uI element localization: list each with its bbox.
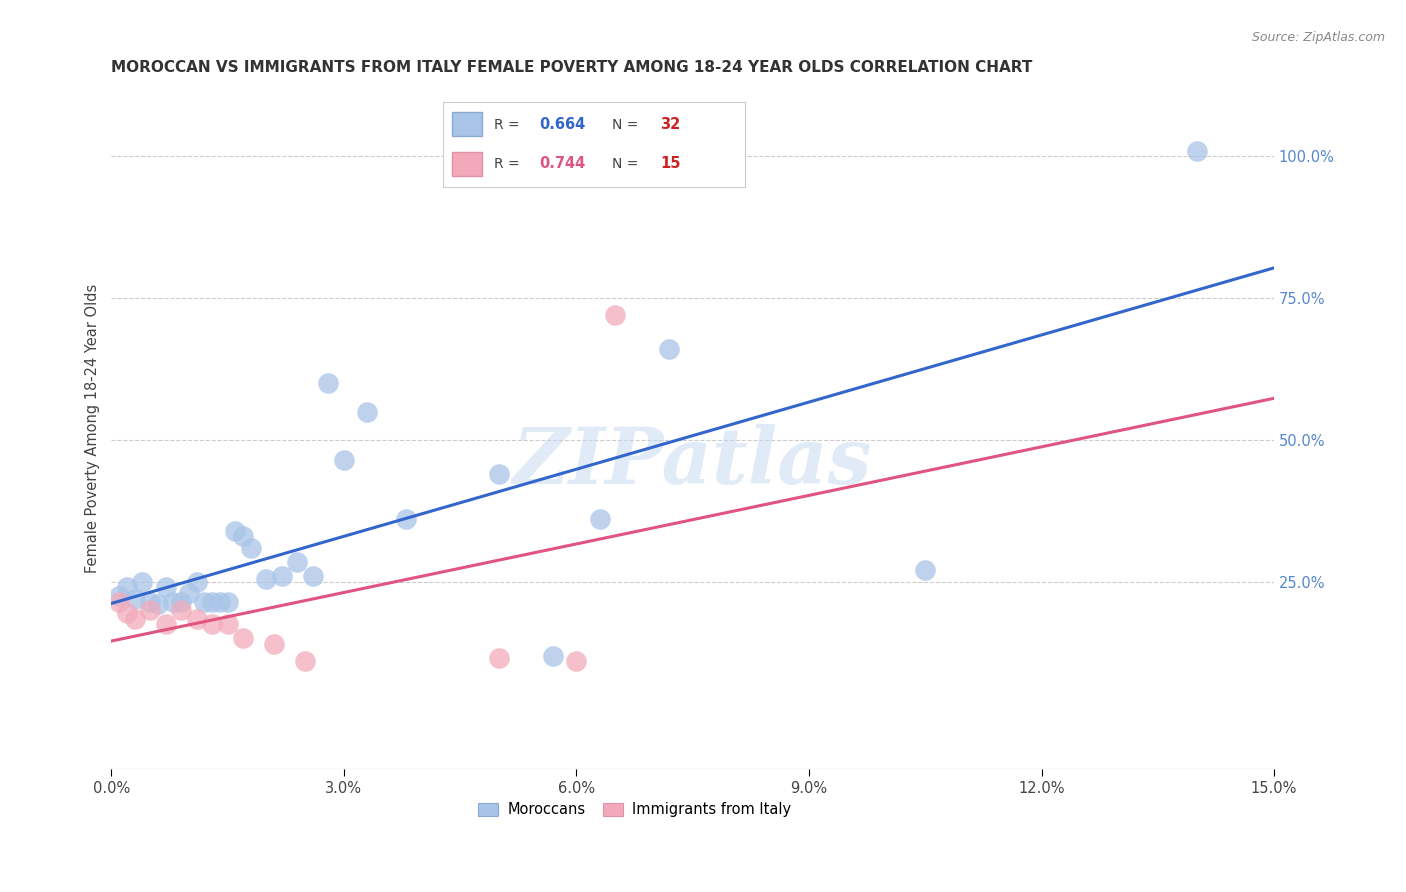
Point: [146, 598, 169, 612]
Text: Source: ZipAtlas.com: Source: ZipAtlas.com: [1251, 31, 1385, 45]
Point: [201, 617, 224, 632]
Point: [488, 651, 510, 665]
Point: [232, 632, 254, 646]
Point: [139, 594, 162, 608]
Text: ZIPatlas: ZIPatlas: [513, 425, 872, 501]
Point: [318, 376, 340, 391]
Legend: Moroccans, Immigrants from Italy: Moroccans, Immigrants from Italy: [472, 797, 797, 823]
Point: [186, 574, 208, 589]
Point: [201, 594, 224, 608]
Point: [108, 589, 131, 603]
Point: [488, 467, 510, 481]
Point: [186, 612, 208, 626]
Point: [333, 452, 356, 467]
Point: [271, 569, 294, 583]
Point: [108, 594, 131, 608]
Point: [170, 603, 193, 617]
Point: [589, 512, 612, 526]
Point: [565, 654, 588, 668]
Point: [914, 563, 936, 577]
Point: [155, 581, 177, 595]
Point: [541, 648, 564, 663]
Point: [155, 617, 177, 632]
Point: [232, 529, 254, 543]
Point: [224, 524, 246, 538]
Point: [658, 342, 681, 356]
Point: [287, 555, 309, 569]
Y-axis label: Female Poverty Among 18-24 Year Olds: Female Poverty Among 18-24 Year Olds: [86, 284, 100, 574]
Point: [294, 654, 316, 668]
Point: [356, 404, 378, 418]
Point: [124, 612, 146, 626]
Point: [139, 603, 162, 617]
Point: [1185, 144, 1208, 158]
Text: MOROCCAN VS IMMIGRANTS FROM ITALY FEMALE POVERTY AMONG 18-24 YEAR OLDS CORRELATI: MOROCCAN VS IMMIGRANTS FROM ITALY FEMALE…: [111, 60, 1033, 75]
Point: [162, 594, 184, 608]
Point: [177, 586, 200, 600]
Point: [263, 637, 285, 651]
Point: [170, 594, 193, 608]
Point: [302, 569, 325, 583]
Point: [208, 594, 231, 608]
Point: [605, 308, 627, 322]
Point: [254, 572, 277, 586]
Point: [217, 617, 239, 632]
Point: [115, 581, 138, 595]
Point: [124, 591, 146, 606]
Point: [217, 594, 239, 608]
Point: [395, 512, 418, 526]
Point: [131, 574, 153, 589]
Point: [115, 606, 138, 620]
Point: [239, 541, 262, 555]
Point: [193, 594, 215, 608]
